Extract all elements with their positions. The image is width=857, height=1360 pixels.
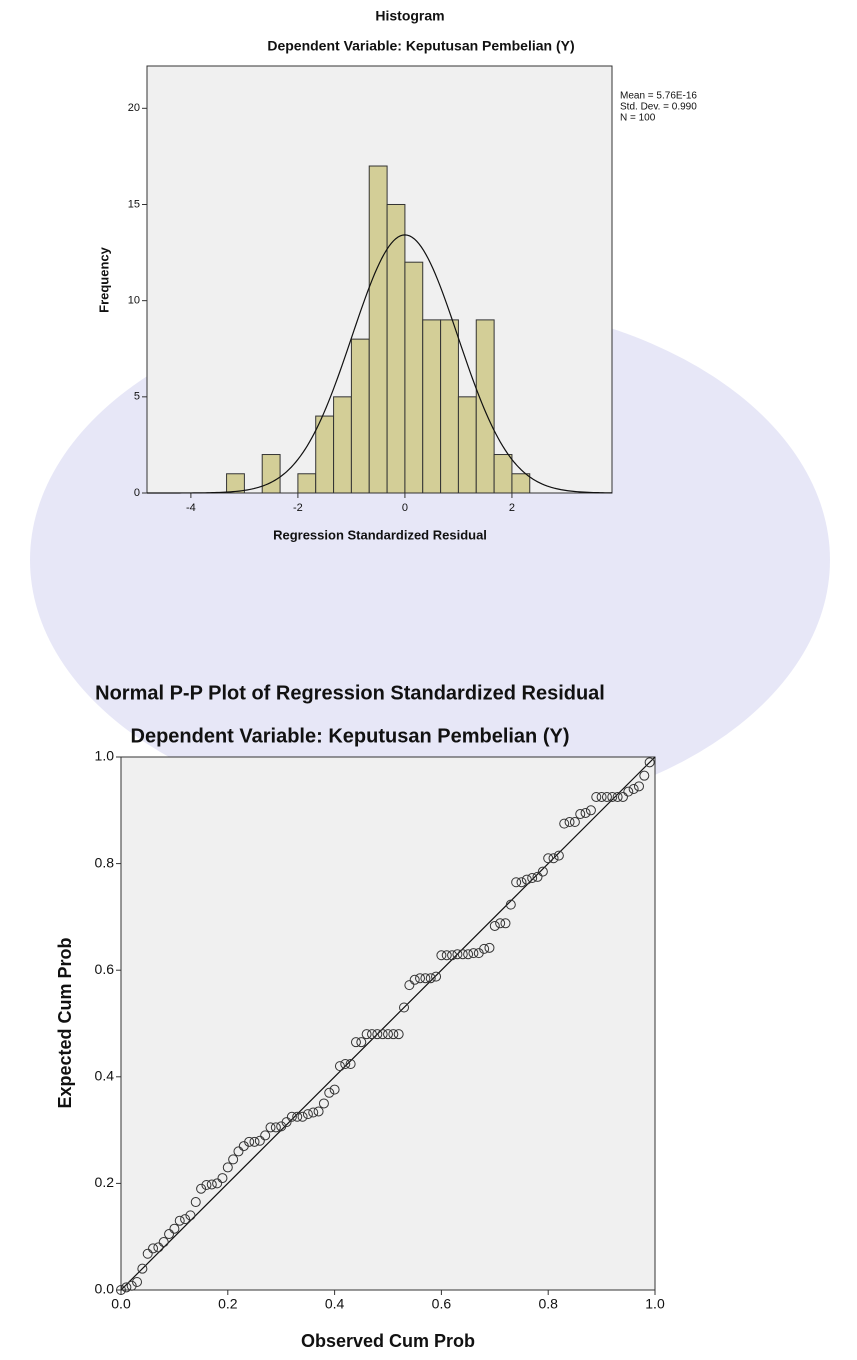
bar xyxy=(458,397,476,493)
x-tick-label: -2 xyxy=(293,502,303,514)
bar xyxy=(316,416,334,493)
bar xyxy=(387,204,405,493)
x-tick-label: -4 xyxy=(186,502,196,514)
x-tick-label: 0.8 xyxy=(538,1296,558,1312)
y-tick-label: 0 xyxy=(134,487,140,499)
bar xyxy=(227,474,245,493)
stat-label: N = 100 xyxy=(620,113,656,124)
bar xyxy=(494,455,512,493)
y-tick-label: 0.8 xyxy=(95,854,115,870)
page: Histogram Dependent Variable: Keputusan … xyxy=(0,0,857,1360)
chart-subtitle: Dependent Variable: Keputusan Pembelian … xyxy=(131,725,570,747)
chart-subtitle: Dependent Variable: Keputusan Pembelian … xyxy=(267,38,574,54)
y-tick-label: 0.4 xyxy=(95,1068,115,1084)
x-tick-label: 0.0 xyxy=(111,1296,131,1312)
y-tick-label: 0.2 xyxy=(95,1174,115,1190)
y-axis-label: Expected Cum Prob xyxy=(55,937,75,1108)
stat-label: Std. Dev. = 0.990 xyxy=(620,102,697,113)
x-axis-label: Observed Cum Prob xyxy=(301,1331,475,1351)
bar xyxy=(369,166,387,493)
y-tick-label: 1.0 xyxy=(95,748,115,764)
y-axis-label: Frequency xyxy=(96,246,111,313)
x-tick-label: 0.4 xyxy=(325,1296,345,1312)
y-tick-label: 5 xyxy=(134,391,140,403)
bar xyxy=(512,474,530,493)
x-tick-label: 1.0 xyxy=(645,1296,665,1312)
x-axis-label: Regression Standardized Residual xyxy=(273,527,487,542)
bar xyxy=(441,320,459,493)
bar xyxy=(405,262,423,493)
bar xyxy=(298,474,316,493)
bar xyxy=(351,339,369,493)
x-tick-label: 2 xyxy=(509,502,515,514)
x-tick-label: 0.6 xyxy=(432,1296,452,1312)
x-tick-label: 0.2 xyxy=(218,1296,238,1312)
y-tick-label: 0.6 xyxy=(95,961,115,977)
bar xyxy=(334,397,352,493)
bar xyxy=(262,455,280,493)
bar xyxy=(423,320,441,493)
x-tick-label: 0 xyxy=(402,502,408,514)
y-tick-label: 15 xyxy=(128,198,140,210)
chart-title: Normal P-P Plot of Regression Standardiz… xyxy=(95,682,605,704)
stat-label: Mean = 5.76E-16 xyxy=(620,91,697,102)
y-tick-label: 20 xyxy=(128,102,140,114)
y-tick-label: 10 xyxy=(128,295,140,307)
bar xyxy=(476,320,494,493)
y-tick-label: 0.0 xyxy=(95,1281,115,1297)
chart-title: Histogram xyxy=(375,8,444,24)
